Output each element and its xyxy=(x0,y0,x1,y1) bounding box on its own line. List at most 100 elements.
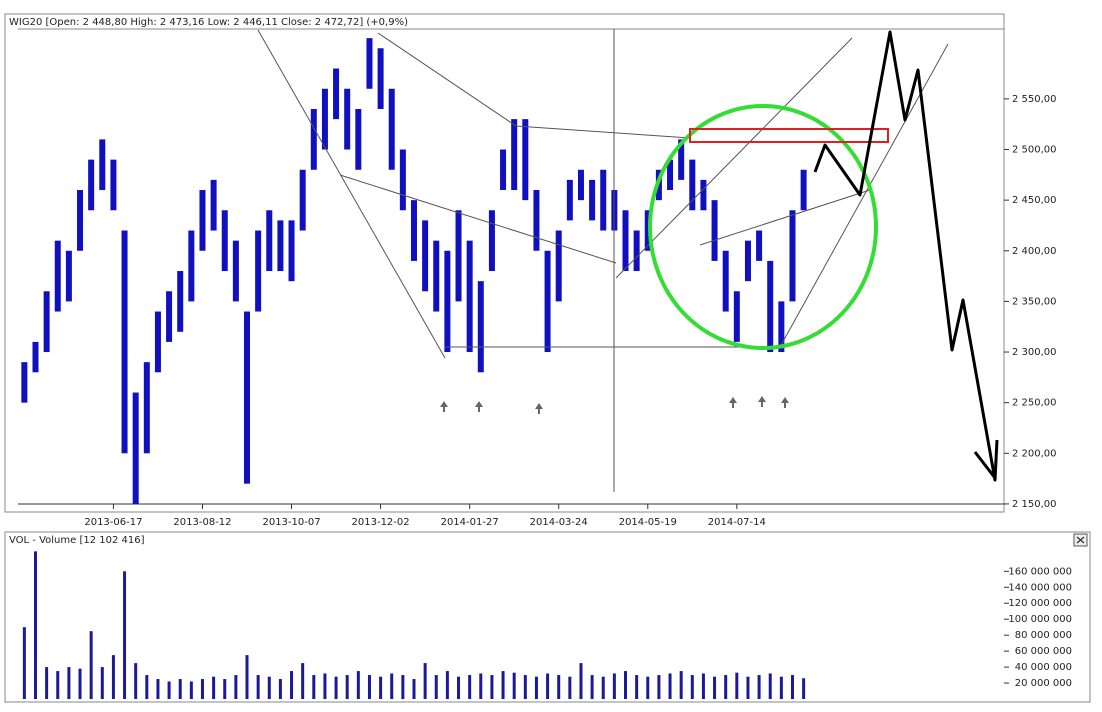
volume-bar xyxy=(401,675,405,699)
price-bar xyxy=(455,210,462,302)
price-bar xyxy=(43,291,50,353)
volume-bar xyxy=(33,551,37,699)
price-bar xyxy=(344,88,351,150)
price-bar xyxy=(511,119,518,191)
price-bar xyxy=(778,301,785,353)
price-bar xyxy=(288,220,295,282)
price-bar xyxy=(466,240,473,353)
price-bar xyxy=(800,169,807,211)
price-bar xyxy=(355,109,362,170)
volume-bar xyxy=(668,673,672,699)
price-bar xyxy=(65,250,72,302)
x-tick-label: 2013-06-17 xyxy=(84,517,142,528)
volume-bar xyxy=(635,675,639,699)
price-bar xyxy=(422,220,429,292)
x-tick-label: 2014-03-24 xyxy=(530,517,588,528)
volume-bar xyxy=(757,675,761,699)
volume-bar xyxy=(178,679,182,699)
volume-bar xyxy=(479,673,483,699)
y-tick-label: 2 300,00 xyxy=(1012,347,1057,358)
close-icon[interactable] xyxy=(1076,536,1085,544)
price-bar xyxy=(244,311,251,484)
y-tick-label: 80 000 000 xyxy=(1015,630,1072,641)
volume-bar xyxy=(657,675,661,699)
price-bar xyxy=(321,88,328,150)
price-bar xyxy=(733,291,740,342)
price-bar xyxy=(410,200,417,261)
price-bar xyxy=(477,281,484,373)
trend-line xyxy=(257,29,446,359)
price-bar xyxy=(54,240,61,312)
price-bar xyxy=(756,230,763,261)
close-button[interactable] xyxy=(1073,533,1088,547)
price-bar xyxy=(767,260,774,353)
up-arrow xyxy=(440,401,448,412)
volume-bar xyxy=(390,673,394,699)
price-bar xyxy=(399,149,406,211)
price-bar xyxy=(700,179,707,211)
price-bar xyxy=(678,139,685,180)
y-tick-label: 2 450,00 xyxy=(1012,195,1057,206)
volume-bar xyxy=(601,676,605,699)
volume-bar xyxy=(590,675,594,699)
up-arrow xyxy=(535,403,543,414)
price-bar xyxy=(221,210,228,272)
price-bar xyxy=(310,109,317,170)
price-bar xyxy=(210,179,217,231)
y-tick-label: 160 000 000 xyxy=(1008,566,1072,577)
volume-bar xyxy=(701,673,705,699)
price-bar xyxy=(500,149,507,191)
price-bar xyxy=(488,210,495,272)
projection-path xyxy=(813,30,999,482)
price-bar xyxy=(88,159,95,211)
volume-bar xyxy=(301,663,305,699)
price-bar xyxy=(77,190,84,251)
price-bar xyxy=(333,68,340,120)
price-bar xyxy=(600,169,607,231)
price-bar xyxy=(744,240,751,282)
y-tick-label: 2 150,00 xyxy=(1012,499,1057,510)
volume-bar xyxy=(457,676,461,699)
volume-bar xyxy=(690,675,694,699)
price-bar xyxy=(555,230,562,302)
price-bar xyxy=(622,210,629,272)
volume-bar xyxy=(557,675,561,699)
price-bar xyxy=(99,139,106,191)
trend-line xyxy=(615,37,853,279)
price-bar xyxy=(277,220,284,272)
price-bar xyxy=(143,362,150,454)
price-bar xyxy=(21,362,28,403)
up-arrow xyxy=(475,401,483,412)
volume-bar xyxy=(323,673,327,699)
volume-bar xyxy=(200,679,204,699)
resistance-box xyxy=(689,128,889,143)
price-bar xyxy=(689,159,696,211)
price-bar xyxy=(32,341,39,373)
volume-bar xyxy=(245,655,249,699)
volume-bar xyxy=(45,667,49,699)
volume-bar xyxy=(134,663,138,699)
price-bar xyxy=(589,179,596,221)
volume-bar xyxy=(156,679,160,699)
volume-bar xyxy=(746,676,750,699)
volume-bar xyxy=(779,676,783,699)
x-tick-label: 2014-07-14 xyxy=(708,517,766,528)
volume-bar xyxy=(802,678,806,699)
volume-bar xyxy=(22,627,26,699)
y-tick-label: 40 000 000 xyxy=(1015,662,1072,673)
volume-bar xyxy=(534,676,538,699)
volume-bar xyxy=(624,671,628,699)
volume-bar xyxy=(445,671,449,699)
price-bar xyxy=(154,311,161,373)
volume-bar xyxy=(56,671,60,699)
price-bar xyxy=(299,169,306,231)
volume-bar xyxy=(490,675,494,699)
y-tick-label: 2 400,00 xyxy=(1012,246,1057,257)
volume-bar xyxy=(579,663,583,699)
price-bar xyxy=(110,159,117,211)
price-bar xyxy=(644,210,651,251)
price-bar xyxy=(121,230,128,454)
price-bar xyxy=(232,240,239,302)
volume-bar xyxy=(67,667,71,699)
